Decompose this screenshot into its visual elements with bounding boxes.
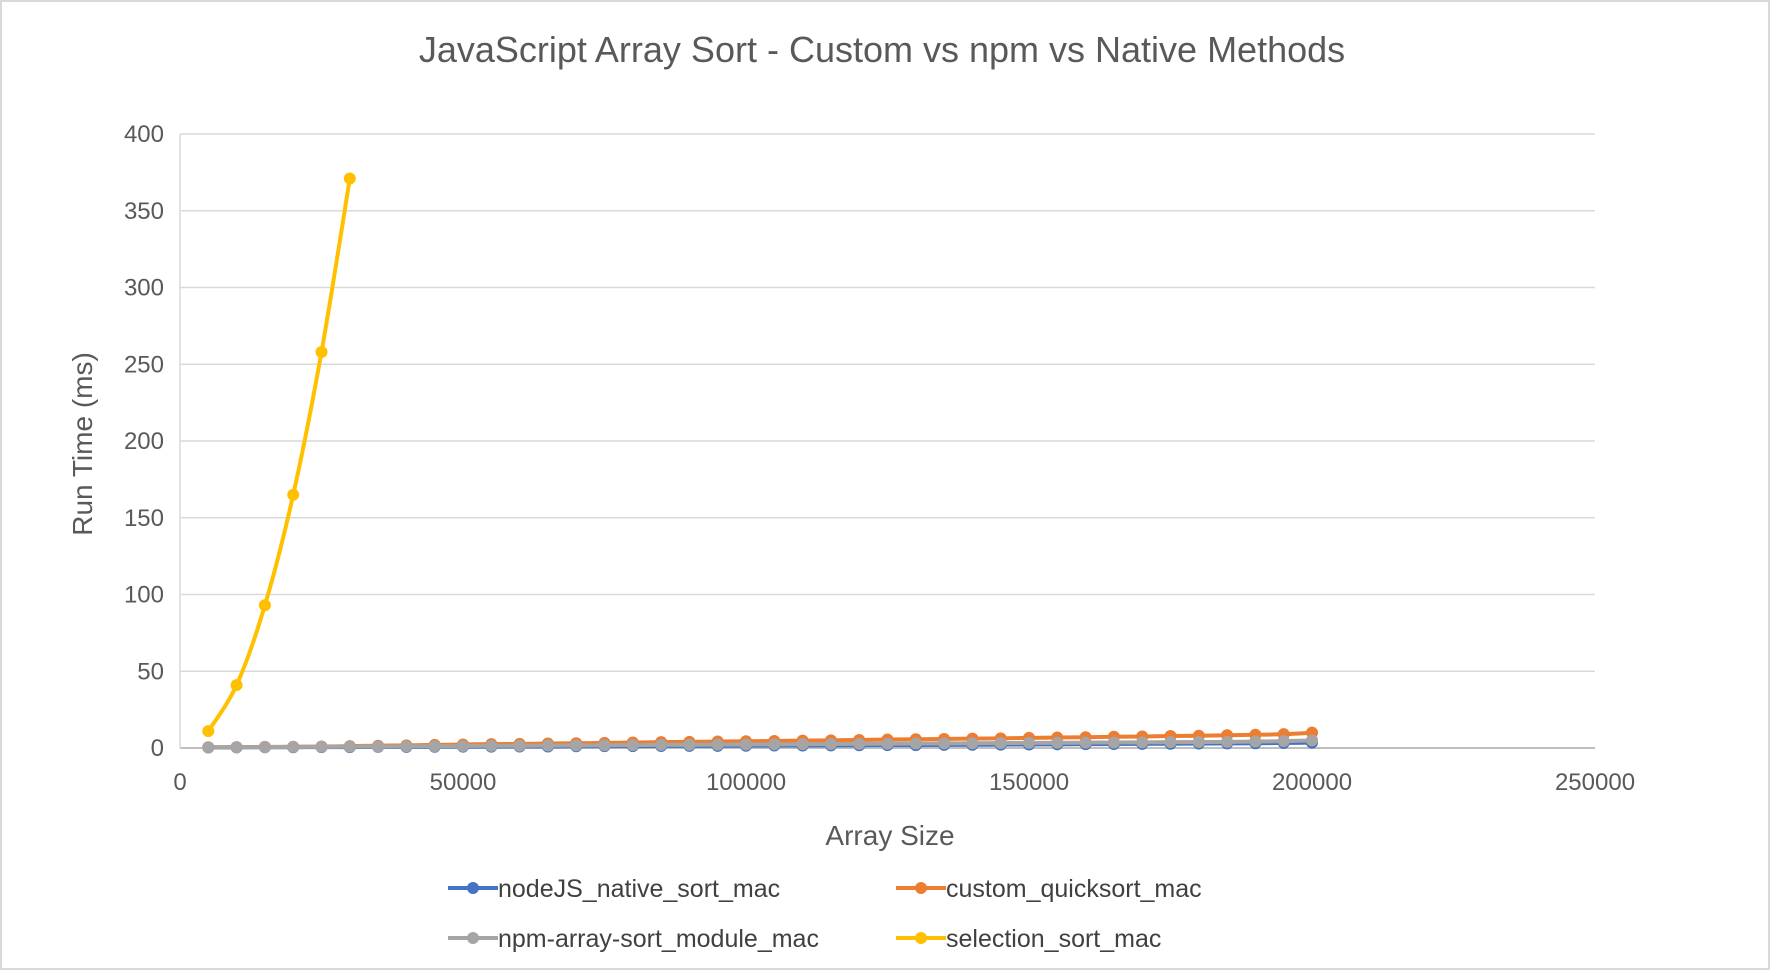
legend-item: selection_sort_mac [896,925,1161,953]
x-tick-label: 200000 [1272,769,1352,796]
data-point [343,740,356,753]
data-point [768,738,781,751]
legend-swatch-marker [467,932,479,944]
y-tick-label: 250 [124,351,164,378]
data-point [258,741,271,754]
y-tick-label: 350 [124,198,164,225]
x-tick-label: 250000 [1555,769,1635,796]
data-point [287,488,300,501]
legend: nodeJS_native_sort_mac custom_quicksort_m… [448,875,1202,953]
x-tick-label: 100000 [706,769,786,796]
data-point [428,740,441,753]
data-point [1192,736,1205,749]
legend-label: custom_quicksort_mac [946,875,1202,903]
data-point [1107,736,1120,749]
y-tick-label: 150 [124,505,164,532]
series-npm-array-sort_module_mac [202,734,1318,754]
data-point [230,741,243,754]
series-selection_sort_mac [202,172,356,738]
data-point [258,599,271,612]
data-point [853,737,866,750]
y-tick-label: 0 [151,735,164,762]
legend-item: npm-array-sort_module_mac [448,925,819,953]
data-point [230,679,243,692]
data-point [485,739,498,752]
data-point [1221,735,1234,748]
data-point [1164,736,1177,749]
data-point [315,345,328,358]
data-point [909,737,922,750]
data-point [1306,734,1318,747]
legend-swatch-marker [915,932,927,944]
data-point [1136,736,1149,749]
data-point [1277,735,1290,748]
x-tick-label: 0 [173,769,186,796]
x-tick-label: 150000 [989,769,1069,796]
data-point [881,737,894,750]
data-point [711,738,724,751]
legend-label: selection_sort_mac [946,925,1161,953]
y-tick-label: 300 [124,275,164,302]
data-point [202,725,215,738]
chart-title: JavaScript Array Sort - Custom vs npm vs… [419,29,1345,70]
data-point [372,740,385,753]
data-point [655,738,668,751]
data-point [513,739,526,752]
data-point [740,738,752,751]
data-point [938,737,951,750]
data-point [457,740,469,753]
data-point [824,738,837,751]
y-tick-label: 200 [124,428,164,455]
y-axis-title: Run Time (ms) [67,352,98,536]
legend-item: nodeJS_native_sort_mac [448,875,780,903]
data-point [683,738,696,751]
data-point [994,737,1007,750]
legend-label: nodeJS_native_sort_mac [498,875,780,903]
data-point [343,172,356,185]
series-group [202,172,1318,754]
data-point [1249,735,1262,748]
data-point [796,738,809,751]
data-point [1023,736,1035,749]
legend-label: npm-array-sort_module_mac [498,925,819,953]
data-point [570,739,583,752]
x-tick-label: 50000 [430,769,497,796]
data-point [1079,736,1092,749]
legend-swatch-marker [467,882,479,894]
legend-item: custom_quicksort_mac [896,875,1202,903]
data-point [598,739,611,752]
data-point [315,740,328,753]
data-point [287,740,300,753]
tick-labels: 0 50 100 150 200 250 300 350 400 0 50000 100000 1500… [124,121,1635,796]
data-point [966,737,979,750]
data-point [202,741,215,754]
data-point [626,739,639,752]
data-point [400,740,413,753]
legend-swatch-marker [915,882,927,894]
y-tick-label: 50 [137,658,164,685]
y-tick-label: 400 [124,121,164,148]
x-axis-title: Array Size [825,820,954,851]
y-tick-label: 100 [124,582,164,609]
series-line [206,738,1314,750]
data-point [541,739,554,752]
data-point [1051,736,1064,749]
